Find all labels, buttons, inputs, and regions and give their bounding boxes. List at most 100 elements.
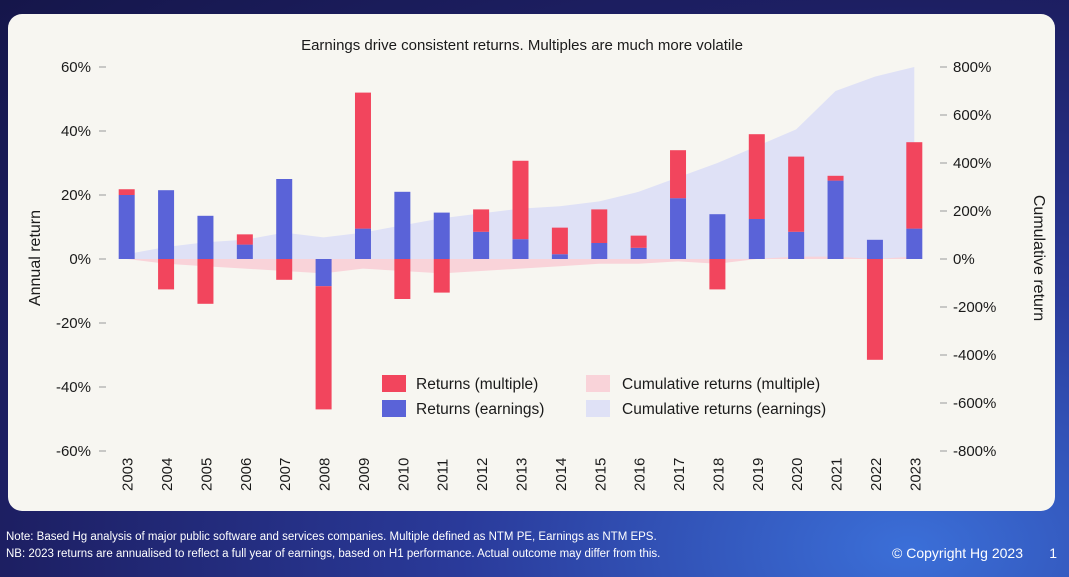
x-tick-label-2006: 2006 bbox=[238, 458, 255, 491]
bar-multiple-2013 bbox=[512, 160, 529, 240]
bar-earnings-2003 bbox=[118, 195, 135, 259]
bar-multiple-2003 bbox=[118, 189, 135, 195]
bar-multiple-2022 bbox=[866, 259, 883, 360]
right-tick-label: -800% bbox=[953, 443, 996, 460]
legend-swatch-multiple bbox=[382, 375, 406, 392]
bar-earnings-2019 bbox=[748, 219, 765, 259]
bar-earnings-2013 bbox=[512, 239, 529, 259]
legend: Returns (multiple) Returns (earnings) Cu… bbox=[382, 375, 826, 418]
right-tick-label: -600% bbox=[953, 395, 996, 412]
right-tick-label: -200% bbox=[953, 299, 996, 316]
left-tick-label: -40% bbox=[56, 379, 91, 396]
bar-multiple-2017 bbox=[670, 150, 687, 199]
x-tick-label-2015: 2015 bbox=[592, 458, 609, 491]
left-axis-ticks: 60% 40% 20% 0% -20% -40% -60% bbox=[56, 59, 106, 460]
x-tick-label-2008: 2008 bbox=[317, 458, 334, 491]
chart-title: Earnings drive consistent returns. Multi… bbox=[301, 37, 743, 54]
legend-swatch-earnings bbox=[382, 400, 406, 417]
y-axis-label: Annual return bbox=[27, 210, 44, 306]
bar-earnings-2018 bbox=[709, 214, 726, 259]
x-tick-label-2012: 2012 bbox=[474, 458, 491, 491]
bar-multiple-2023 bbox=[906, 142, 923, 229]
bar-earnings-2005 bbox=[197, 215, 214, 259]
x-tick-label-2016: 2016 bbox=[632, 458, 649, 491]
bar-earnings-2011 bbox=[433, 212, 450, 259]
bar-earnings-2020 bbox=[788, 231, 805, 259]
legend-swatch-cum-earnings bbox=[586, 400, 610, 417]
bar-multiple-2016 bbox=[630, 235, 647, 248]
x-tick-label-2004: 2004 bbox=[159, 458, 176, 491]
legend-label-cum-earnings: Cumulative returns (earnings) bbox=[622, 401, 826, 418]
bar-earnings-2007 bbox=[276, 179, 293, 259]
left-tick-label: -60% bbox=[56, 443, 91, 460]
x-tick-label-2005: 2005 bbox=[198, 458, 215, 491]
bar-multiple-2006 bbox=[236, 234, 253, 245]
bar-multiple-2004 bbox=[158, 259, 175, 290]
bar-multiple-2014 bbox=[551, 227, 568, 255]
x-tick-label-2009: 2009 bbox=[356, 458, 373, 491]
bar-earnings-2010 bbox=[394, 191, 411, 259]
bar-multiple-2010 bbox=[394, 259, 411, 299]
bar-earnings-2014 bbox=[551, 254, 568, 259]
bar-multiple-2019 bbox=[748, 134, 765, 219]
bar-multiple-2018 bbox=[709, 259, 726, 290]
footer-note-1: Note: Based Hg analysis of major public … bbox=[6, 531, 657, 543]
bar-earnings-2023 bbox=[906, 228, 923, 259]
right-tick-label: -400% bbox=[953, 347, 996, 364]
x-tick-label-2023: 2023 bbox=[907, 458, 924, 491]
bar-multiple-2011 bbox=[433, 259, 450, 293]
legend-swatch-cum-multiple bbox=[586, 375, 610, 392]
x-tick-label-2020: 2020 bbox=[789, 458, 806, 491]
bar-earnings-2006 bbox=[236, 244, 253, 259]
x-tick-label-2013: 2013 bbox=[514, 458, 531, 491]
bar-earnings-2017 bbox=[670, 198, 687, 259]
bar-earnings-2015 bbox=[591, 243, 608, 259]
bar-multiple-2007 bbox=[276, 259, 293, 280]
legend-label-cum-multiple: Cumulative returns (multiple) bbox=[622, 376, 820, 393]
bar-multiple-2021 bbox=[827, 175, 844, 181]
x-axis-ticks: 2003 2004 2005 2006 2007 2008 2009 2010 2011 2012… bbox=[120, 458, 925, 491]
bar-earnings-2009 bbox=[354, 228, 371, 259]
legend-label-earnings: Returns (earnings) bbox=[416, 401, 544, 418]
legend-label-multiple: Returns (multiple) bbox=[416, 376, 538, 393]
right-tick-label: 800% bbox=[953, 59, 991, 76]
footer-notes: Note: Based Hg analysis of major public … bbox=[6, 529, 660, 563]
area-cum-multiple bbox=[126, 256, 915, 274]
x-tick-label-2011: 2011 bbox=[435, 459, 452, 491]
right-tick-label: 600% bbox=[953, 107, 991, 124]
page-number: 1 bbox=[1049, 545, 1057, 561]
bar-multiple-2015 bbox=[591, 209, 608, 243]
x-tick-label-2021: 2021 bbox=[829, 458, 846, 491]
bar-earnings-2004 bbox=[158, 190, 175, 259]
right-tick-label: 200% bbox=[953, 203, 991, 220]
bar-earnings-2008 bbox=[315, 259, 332, 287]
right-axis-ticks: 800% 600% 400% 200% 0% -200% -400% -600% -800% bbox=[940, 59, 996, 460]
footer-note-2: NB: 2023 returns are annualised to refle… bbox=[6, 548, 661, 560]
x-tick-label-2022: 2022 bbox=[868, 458, 885, 491]
left-tick-label: 60% bbox=[61, 59, 91, 76]
bars-group bbox=[118, 92, 923, 410]
left-tick-label: -20% bbox=[56, 315, 91, 332]
copyright: © Copyright Hg 2023 bbox=[892, 545, 1023, 561]
right-tick-label: 0% bbox=[953, 251, 975, 268]
left-tick-label: 40% bbox=[61, 123, 91, 140]
bar-multiple-2005 bbox=[197, 259, 214, 304]
bar-earnings-2012 bbox=[473, 231, 490, 259]
bar-multiple-2009 bbox=[354, 92, 371, 229]
bar-earnings-2021 bbox=[827, 180, 844, 259]
y2-axis-label: Cumulative return bbox=[1030, 195, 1047, 321]
left-tick-label: 0% bbox=[69, 251, 91, 268]
bar-multiple-2012 bbox=[473, 209, 490, 232]
x-tick-label-2019: 2019 bbox=[750, 458, 767, 491]
bar-earnings-2016 bbox=[630, 247, 647, 259]
bar-earnings-2022 bbox=[866, 239, 883, 259]
left-tick-label: 20% bbox=[61, 187, 91, 204]
bar-multiple-2020 bbox=[788, 156, 805, 232]
area-cum-earnings bbox=[126, 67, 915, 259]
bar-multiple-2008 bbox=[315, 286, 332, 410]
x-tick-label-2010: 2010 bbox=[395, 458, 412, 491]
x-tick-label-2007: 2007 bbox=[277, 458, 294, 491]
x-tick-label-2018: 2018 bbox=[710, 458, 727, 491]
x-tick-label-2003: 2003 bbox=[120, 458, 137, 491]
